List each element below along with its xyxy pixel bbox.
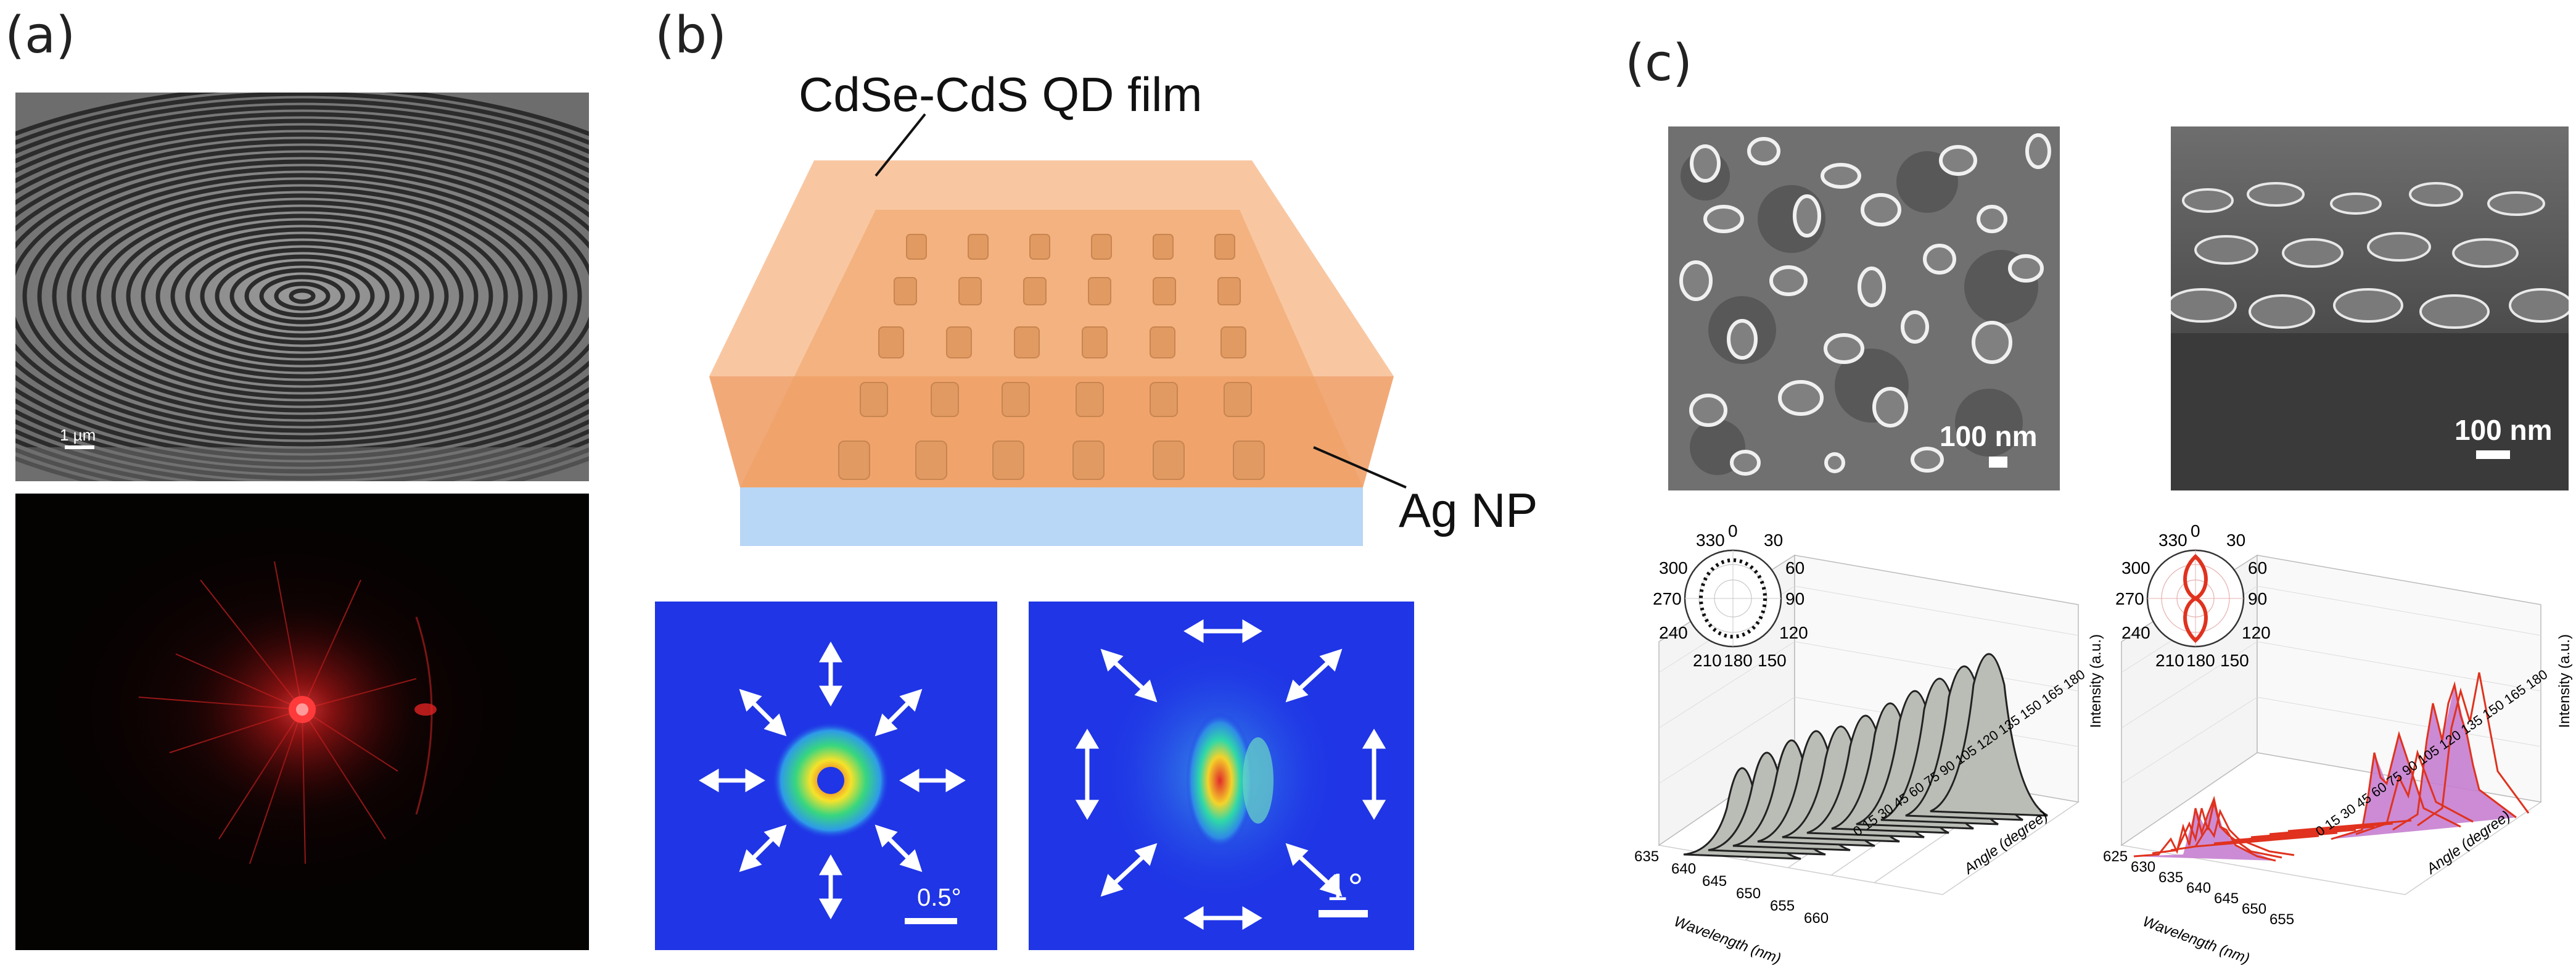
polar-tick-right-210: 210 — [2155, 651, 2184, 670]
polar-tick-right-60: 60 — [2248, 558, 2268, 577]
wl-tick-left-660: 660 — [1804, 910, 1829, 927]
wl-tick-left-635: 635 — [1634, 848, 1660, 865]
polar-tick-left-180: 180 — [1724, 651, 1753, 670]
red-emission-image — [15, 494, 589, 950]
qd-film-schematic — [697, 56, 1634, 561]
polar-tick-left-0: 0 — [1728, 521, 1738, 540]
polar-tick-right-180: 180 — [2186, 651, 2215, 670]
emission-map-right: 1° — [1029, 602, 1414, 950]
polar-tick-right-300: 300 — [2121, 558, 2150, 577]
wl-tick-right-630: 630 — [2131, 859, 2156, 875]
polar-tick-left-60: 60 — [1785, 558, 1805, 577]
polar-tick-left-120: 120 — [1779, 623, 1808, 642]
wl-tick-left-650: 650 — [1736, 885, 1761, 902]
polar-tick-left-240: 240 — [1659, 623, 1688, 642]
polar-tick-right-90: 90 — [2248, 589, 2268, 608]
spectral-plot-right: 330 0 30 300 60 270 90 240 120 210 180 1… — [2097, 518, 2575, 967]
wl-tick-left-645: 645 — [1702, 873, 1727, 890]
wl-tick-left-655: 655 — [1770, 898, 1795, 914]
scale-label-left: 0.5° — [917, 884, 961, 911]
sem-bullseye-image: 1 µm — [15, 93, 589, 481]
wl-tick-right-645: 645 — [2214, 890, 2239, 907]
wl-tick-right-650: 650 — [2242, 901, 2267, 917]
intensity-axis-label-right: Intensity (a.u.) — [2556, 634, 2573, 728]
scale-bar-label: 1 µm — [60, 426, 96, 444]
panel-label-b: (b) — [655, 6, 727, 65]
panel-label-a: (a) — [5, 6, 76, 65]
polar-tick-right-330: 330 — [2158, 531, 2187, 550]
polar-tick-left-150: 150 — [1758, 651, 1787, 670]
wl-tick-right-635: 635 — [2158, 869, 2184, 886]
emission-map-left: 0.5° — [655, 602, 997, 950]
polar-tick-left-300: 300 — [1659, 558, 1688, 577]
polar-tick-right-150: 150 — [2220, 651, 2249, 670]
polar-tick-right-240: 240 — [2121, 623, 2150, 642]
panel-label-c: (c) — [1625, 34, 1693, 93]
sem-side-view-image: 100 nm — [2171, 126, 2569, 490]
polar-tick-left-210: 210 — [1693, 651, 1722, 670]
polar-tick-left-90: 90 — [1785, 589, 1805, 608]
scale-label-right: 1° — [1327, 866, 1364, 909]
polar-tick-right-120: 120 — [2242, 623, 2271, 642]
polar-tick-right-30: 30 — [2226, 531, 2246, 550]
polar-tick-right-270: 270 — [2115, 589, 2144, 608]
spectral-plot-left: 330 0 30 300 60 270 90 240 120 210 180 1… — [1634, 518, 2104, 967]
wl-tick-right-655: 655 — [2269, 911, 2295, 928]
sem-right-scale-label: 100 nm — [2455, 414, 2553, 446]
wl-tick-right-640: 640 — [2186, 880, 2212, 896]
polar-tick-left-330: 330 — [1696, 531, 1725, 550]
ag-np-label: Ag NP — [1399, 483, 1538, 537]
wl-tick-left-640: 640 — [1671, 861, 1697, 877]
sem-top-view-image: 100 nm — [1668, 126, 2060, 490]
sem-left-scale-label: 100 nm — [1940, 420, 2038, 452]
wl-tick-right-625: 625 — [2103, 848, 2128, 865]
film-label: CdSe-CdS QD film — [799, 67, 1203, 122]
polar-tick-left-30: 30 — [1764, 531, 1784, 550]
polar-tick-left-270: 270 — [1653, 589, 1682, 608]
polar-tick-right-0: 0 — [2191, 521, 2200, 540]
